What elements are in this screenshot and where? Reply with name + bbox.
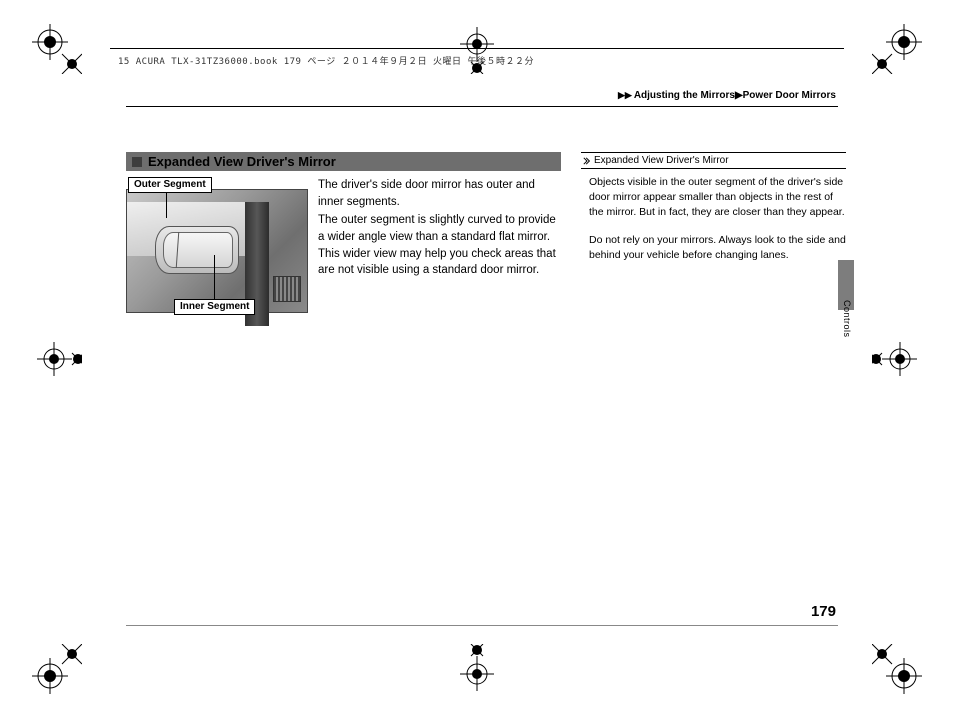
section-header: Expanded View Driver's Mirror (126, 152, 561, 171)
breadcrumb-subsection: Power Door Mirrors (743, 90, 836, 101)
cropmark-br (872, 644, 922, 694)
leader-line-outer (166, 192, 167, 218)
body-p1: The driver's side door mirror has outer … (318, 177, 561, 210)
body-p2: The outer segment is slightly curved to … (318, 212, 561, 279)
vent-shape (273, 276, 301, 302)
sidebar-p1: Objects visible in the outer segment of … (589, 175, 846, 221)
breadcrumb-arrow-icon: ▶▶ (618, 90, 632, 100)
sidebar-header: Expanded View Driver's Mirror (581, 152, 846, 169)
mirror-figure: Outer Segment Inner Segment (126, 177, 308, 313)
cropmark-ml (32, 334, 82, 384)
body-text: The driver's side door mirror has outer … (318, 177, 561, 313)
breadcrumb-arrow-icon: ▶ (735, 90, 743, 101)
sidebar-chevron-icon (583, 157, 591, 165)
left-column: Expanded View Driver's Mirror Outer Segm… (126, 152, 561, 313)
header-rule (110, 48, 844, 49)
sidebar-body: Objects visible in the outer segment of … (581, 175, 846, 263)
file-metadata: 15 ACURA TLX-31TZ36000.book 179 ページ ２０１４… (118, 54, 534, 67)
top-rule (126, 106, 838, 107)
cropmark-tl (32, 24, 82, 74)
callout-inner-segment: Inner Segment (174, 299, 255, 315)
cropmark-bl (32, 644, 82, 694)
breadcrumb-section: Adjusting the Mirrors (634, 90, 735, 101)
content-row: Outer Segment Inner Segment The driver's… (126, 177, 561, 313)
sidebar-p2: Do not rely on your mirrors. Always look… (589, 233, 846, 263)
section-title: Expanded View Driver's Mirror (148, 154, 336, 169)
cropmark-mr (872, 334, 922, 384)
section-bullet-icon (132, 157, 142, 167)
mirror-glass-shape (163, 232, 233, 268)
sidebar-title: Expanded View Driver's Mirror (594, 155, 729, 166)
callout-outer-segment: Outer Segment (128, 177, 212, 193)
cropmark-tr (872, 24, 922, 74)
page-number: 179 (811, 603, 836, 620)
cropmark-mb (452, 644, 502, 694)
mirror-photo (126, 189, 308, 313)
right-column: Expanded View Driver's Mirror Objects vi… (581, 152, 846, 313)
leader-line-inner (214, 255, 215, 299)
breadcrumb: ▶▶Adjusting the Mirrors▶Power Door Mirro… (618, 90, 836, 101)
main-content: Expanded View Driver's Mirror Outer Segm… (126, 152, 846, 313)
bottom-rule (126, 625, 838, 626)
